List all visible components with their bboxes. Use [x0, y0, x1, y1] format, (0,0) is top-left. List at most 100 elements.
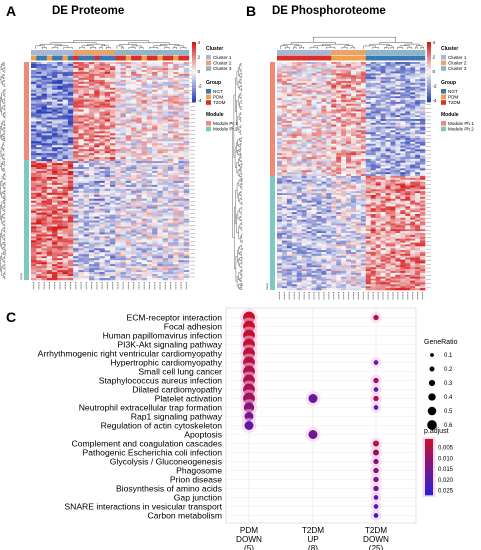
- heat-cell: [146, 101, 153, 104]
- heat-cell: [110, 190, 116, 194]
- heat-cell: [141, 190, 148, 194]
- heat-cell: [281, 128, 288, 131]
- heat-cell: [306, 81, 312, 84]
- heat-cell: [46, 266, 53, 269]
- heat-cell: [46, 113, 53, 116]
- heat-cell: [351, 107, 357, 110]
- heat-cell: [385, 98, 391, 101]
- heat-cell: [178, 165, 185, 168]
- heat-cell: [131, 254, 137, 257]
- heat-cell: [152, 153, 158, 156]
- heat-cell: [341, 73, 347, 76]
- heat-cell: [141, 137, 148, 140]
- heat-cell: [183, 184, 190, 188]
- heat-cell: [115, 89, 121, 93]
- heat-cell: [390, 96, 396, 99]
- heat-cell: [88, 246, 95, 249]
- heat-cell: [157, 111, 163, 114]
- heat-cell: [365, 119, 372, 122]
- heat-cell: [62, 103, 69, 106]
- heat-cell: [178, 240, 185, 243]
- heat-cell: [420, 96, 426, 99]
- heat-cell: [167, 270, 174, 273]
- heat-cell: [385, 69, 391, 72]
- heat-cell: [157, 105, 163, 108]
- heat-cell: [167, 99, 174, 102]
- heat-cell: [316, 65, 322, 68]
- heat-cell: [46, 119, 53, 122]
- heat-cell: [183, 192, 190, 196]
- heat-cell: [73, 161, 79, 164]
- heat-cell: [136, 264, 142, 267]
- heat-cell: [31, 178, 37, 182]
- heat-cell: [62, 99, 69, 102]
- heat-cell: [99, 75, 106, 79]
- heat-cell: [41, 230, 48, 233]
- heat-cell: [120, 206, 127, 209]
- heat-cell: [306, 77, 312, 80]
- heat-cell: [146, 184, 153, 188]
- heat-cell: [173, 252, 179, 255]
- heat-cell: [336, 130, 342, 133]
- heat-cell: [99, 216, 106, 219]
- heat-cell: [141, 242, 148, 245]
- heat-cell: [311, 84, 317, 87]
- heat-cell: [321, 117, 327, 120]
- heat-cell: [110, 135, 116, 138]
- heat-cell: [162, 95, 169, 98]
- heat-cell: [141, 155, 148, 158]
- heat-cell: [281, 63, 288, 67]
- heat-cell: [88, 125, 95, 128]
- heat-cell: [146, 135, 153, 138]
- heat-cell: [57, 123, 63, 126]
- heat-cell: [110, 97, 116, 100]
- heat-cell: [31, 192, 37, 196]
- heat-cell: [52, 151, 58, 154]
- heat-cell: [277, 79, 283, 82]
- heat-cell: [125, 153, 132, 156]
- heat-cell: [41, 172, 48, 176]
- heat-cell: [167, 65, 174, 69]
- heat-cell: [104, 137, 111, 140]
- heat-cell: [110, 163, 116, 166]
- heat-cell: [120, 222, 127, 225]
- heat-cell: [104, 212, 111, 215]
- heat-cell: [62, 135, 69, 138]
- heat-cell: [31, 171, 37, 174]
- heat-cell: [36, 165, 42, 168]
- heat-cell: [141, 216, 148, 219]
- heat-cell: [57, 81, 63, 85]
- heat-cell: [173, 113, 179, 116]
- heat-cell: [125, 184, 132, 188]
- heat-cell: [36, 182, 42, 186]
- heat-cell: [57, 268, 63, 271]
- heat-cell: [331, 81, 337, 84]
- heat-cell: [83, 264, 90, 267]
- heat-cell: [94, 143, 100, 146]
- heat-cell: [67, 145, 74, 148]
- heat-cell: [346, 62, 352, 65]
- heat-cell: [104, 163, 111, 166]
- heat-cell: [152, 204, 158, 207]
- heat-cell: [331, 124, 337, 127]
- heat-cell: [115, 87, 121, 91]
- dendrogram-branch: [4, 237, 6, 241]
- heat-cell: [41, 192, 48, 196]
- heat-cell: [110, 266, 116, 269]
- heat-cell: [141, 75, 148, 79]
- heat-cell: [152, 157, 158, 160]
- group-annotation-cell: [167, 55, 174, 61]
- heat-cell: [385, 113, 391, 116]
- heat-cell: [162, 224, 169, 227]
- heat-cell: [183, 174, 190, 178]
- heat-cell: [125, 220, 132, 223]
- heat-cell: [400, 124, 406, 127]
- heat-cell: [173, 169, 179, 172]
- heat-cell: [94, 216, 100, 219]
- heat-cell: [157, 143, 163, 146]
- heat-cell: [115, 238, 121, 241]
- heat-cell: [99, 268, 106, 271]
- heat-cell: [157, 220, 163, 223]
- heat-cell: [110, 240, 116, 243]
- heat-cell: [152, 200, 158, 204]
